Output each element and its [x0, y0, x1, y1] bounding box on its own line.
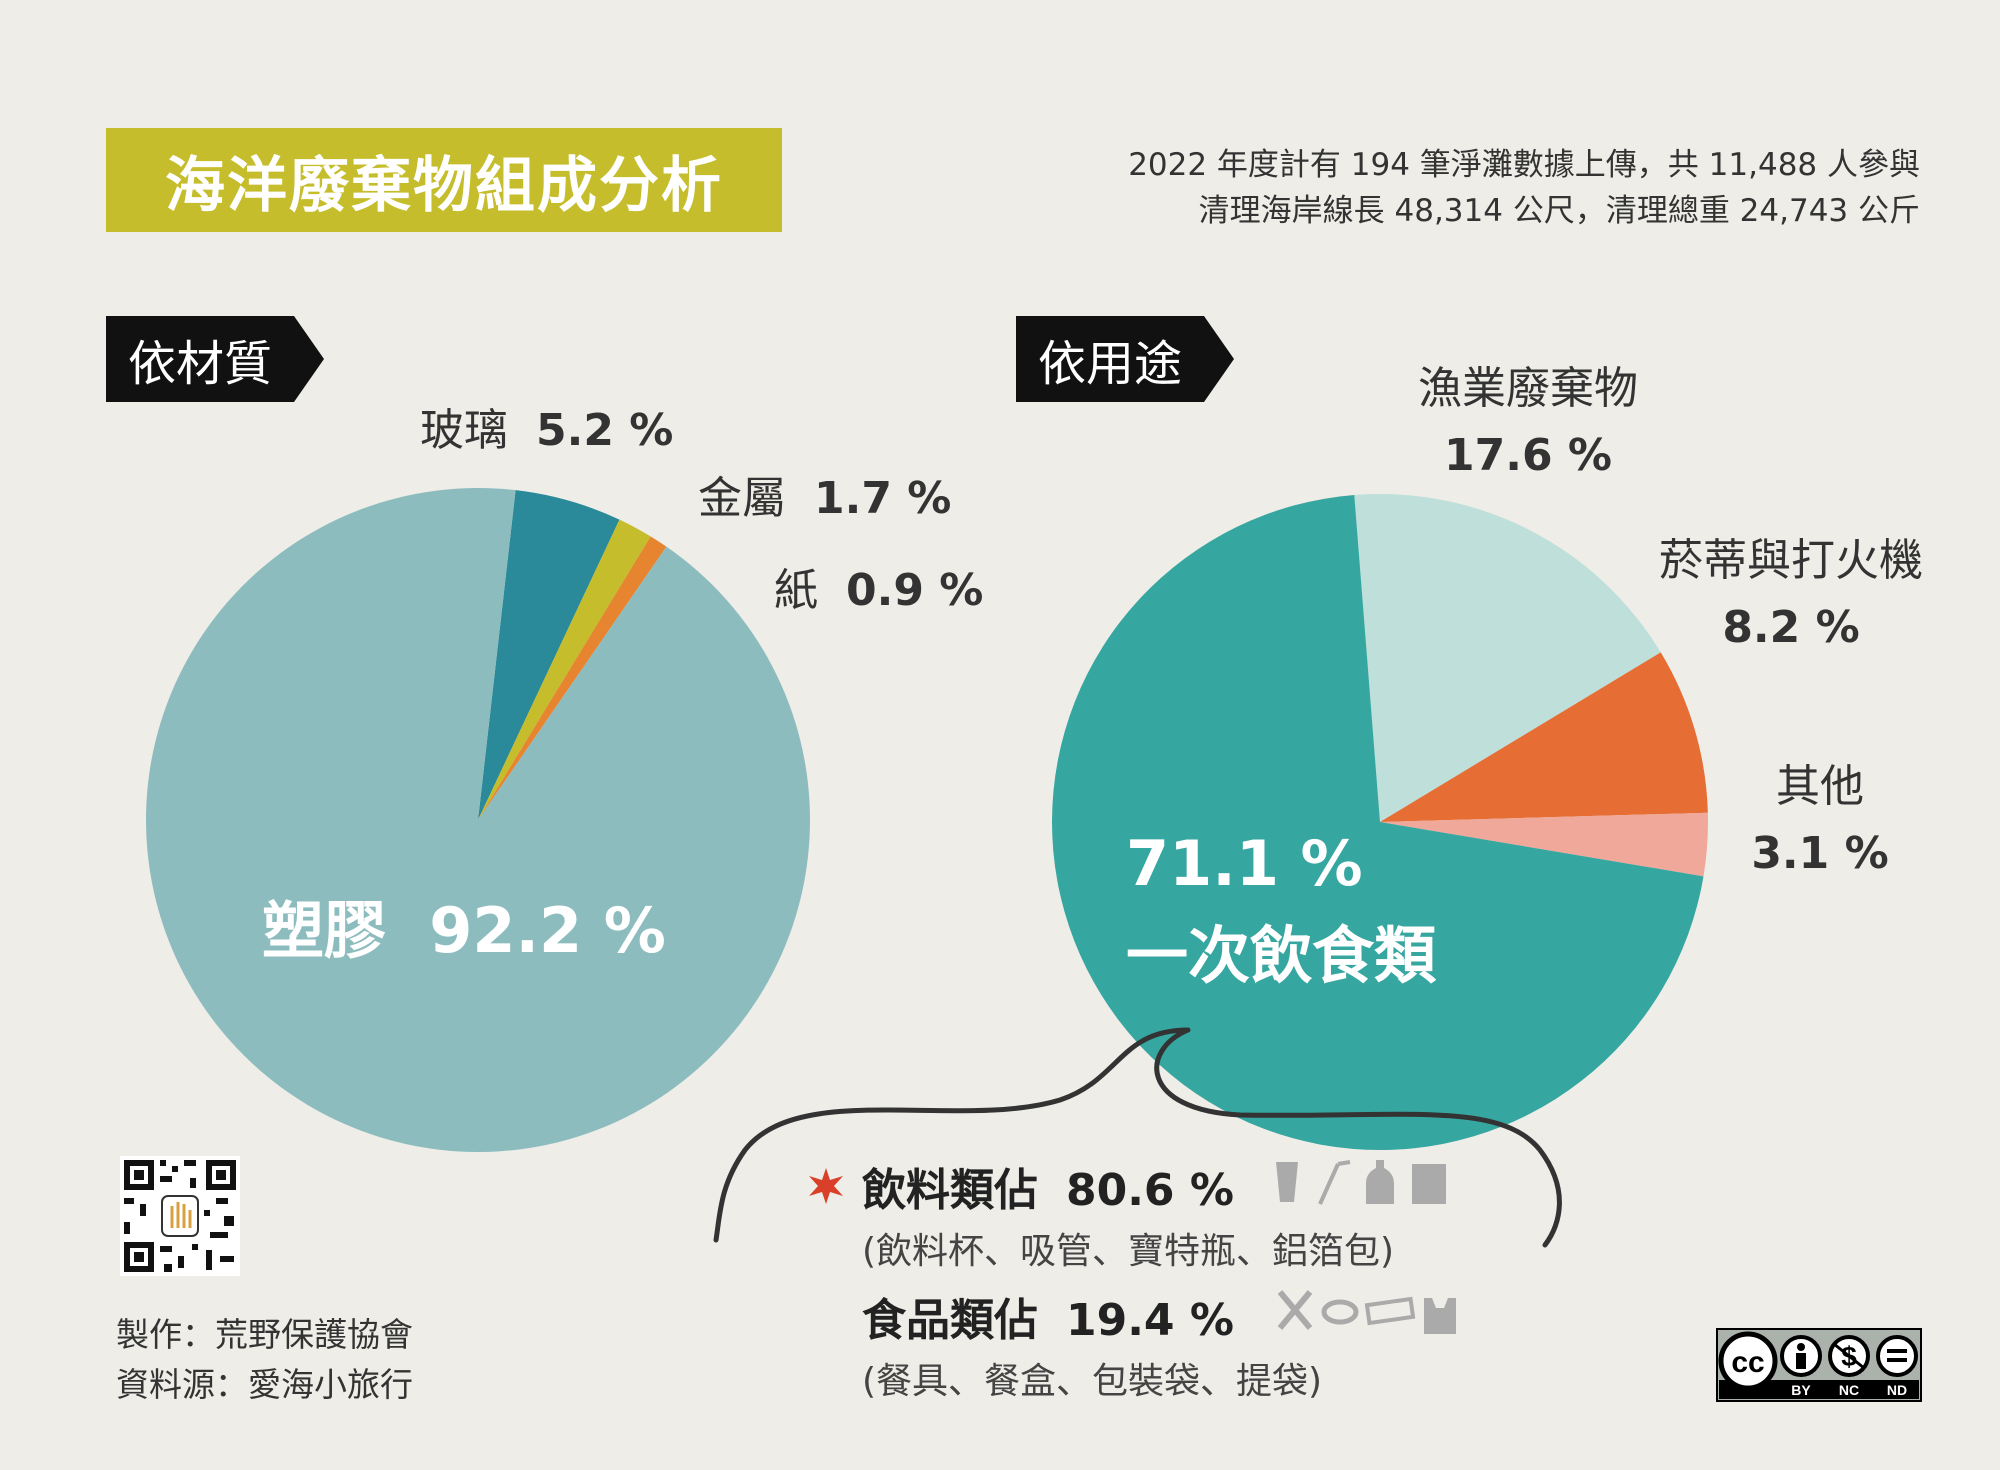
food-icons	[1277, 1290, 1456, 1334]
wrapper-icon	[1364, 1296, 1416, 1326]
label-cigarette-value: 8.2 %	[1722, 602, 1860, 653]
cc-license-badge[interactable]: cc $ BY NC ND	[1716, 1328, 1922, 1402]
summary-text: 2022 年度計有 194 筆淨灘數據上傳，共 11,488 人參與 清理海岸線…	[1128, 142, 1920, 234]
bottle-icon	[1366, 1160, 1394, 1204]
material-slice-1	[478, 490, 620, 820]
material-slice-2	[478, 519, 651, 820]
usage-slice-1	[1354, 493, 1661, 822]
label-other-name: 其他	[1776, 761, 1864, 812]
food-label: 食品類佔	[862, 1295, 1038, 1346]
usage-slice-2	[1380, 652, 1708, 822]
svg-text:cc: cc	[1731, 1346, 1764, 1379]
food-value: 19.4 %	[1065, 1295, 1234, 1346]
label-single-use-value: 71.1 %	[1126, 827, 1363, 900]
label-plastic: 塑膠 92.2 %	[262, 880, 666, 970]
credit-source: 資料源：愛海小旅行	[116, 1365, 413, 1404]
tag-material-label: 依材質	[106, 316, 295, 402]
label-other: 其他 3.1 %	[1740, 750, 1900, 879]
summary-line-2: 清理海岸線長 48,314 公尺，清理總重 24,743 公斤	[1198, 193, 1920, 229]
drink-label: 飲料類佔	[862, 1165, 1038, 1216]
drink-line: 飲料類佔 80.6 %	[862, 1154, 1234, 1218]
straw-icon	[1318, 1163, 1340, 1205]
svg-text:BY: BY	[1791, 1382, 1811, 1398]
label-paper: 紙 0.9 %	[774, 554, 983, 618]
label-fishery-name: 漁業廢棄物	[1418, 363, 1638, 414]
svg-text:ND: ND	[1887, 1382, 1907, 1398]
tag-arrow	[294, 316, 325, 402]
label-glass-name: 玻璃	[420, 405, 508, 456]
svg-text:NC: NC	[1839, 1382, 1859, 1398]
label-metal-value: 1.7 %	[813, 473, 952, 524]
callout-curve	[713, 1027, 1562, 1248]
label-plastic-name: 塑膠	[262, 894, 387, 967]
label-other-value: 3.1 %	[1751, 828, 1889, 879]
drink-value: 80.6 %	[1065, 1165, 1234, 1216]
qr-code[interactable]	[120, 1156, 240, 1276]
material-slice-3	[478, 536, 667, 820]
label-plastic-value: 92.2 %	[429, 894, 666, 967]
title-banner: 海洋廢棄物組成分析	[106, 128, 782, 232]
label-single-use-name: 一次飲食類	[1126, 919, 1437, 992]
utensils-icon	[1277, 1290, 1313, 1330]
tag-usage: 依用途	[1016, 316, 1235, 402]
food-line: 食品類佔 19.4 %	[862, 1284, 1234, 1348]
label-glass: 玻璃 5.2 %	[420, 394, 673, 458]
label-paper-value: 0.9 %	[845, 565, 984, 616]
food-box-icon	[1321, 1299, 1359, 1325]
label-fishery-value: 17.6 %	[1444, 430, 1612, 481]
drink-items: (飲料杯、吸管、寶特瓶、鋁箔包)	[862, 1231, 1395, 1272]
label-paper-name: 紙	[774, 565, 818, 616]
cc-icon	[1718, 1331, 1778, 1391]
tag-usage-label: 依用途	[1016, 316, 1205, 402]
food-items: (餐具、餐盒、包裝袋、提袋)	[862, 1361, 1323, 1402]
nd-icon	[1876, 1335, 1918, 1377]
cup-icon	[1276, 1162, 1298, 1202]
page-title: 海洋廢棄物組成分析	[165, 150, 723, 221]
tag-material: 依材質	[106, 316, 325, 402]
hand-icon	[161, 1195, 199, 1237]
usage-slice-3	[1380, 812, 1708, 877]
label-cigarette-name: 菸蒂與打火機	[1659, 535, 1923, 586]
label-cigarette: 菸蒂與打火機 8.2 %	[1636, 524, 1946, 653]
tag-arrow	[1204, 316, 1235, 402]
label-single-use: 71.1 % 一次飲食類	[1126, 818, 1436, 1002]
pie-usage	[1051, 493, 1708, 1150]
drink-icons	[1276, 1160, 1446, 1205]
usage-slice-0	[1051, 495, 1704, 1150]
material-slice-0	[145, 488, 810, 1152]
label-metal-name: 金屬	[698, 473, 786, 524]
label-glass-value: 5.2 %	[535, 405, 674, 456]
label-metal: 金屬 1.7 %	[698, 462, 951, 526]
credit-maker: 製作：荒野保護協會	[116, 1315, 413, 1354]
summary-line-1: 2022 年度計有 194 筆淨灘數據上傳，共 11,488 人參與	[1128, 147, 1920, 183]
star-icon	[809, 1168, 843, 1204]
carton-icon	[1412, 1164, 1446, 1204]
label-fishery: 漁業廢棄物 17.6 %	[1398, 352, 1658, 481]
credits: 製作：荒野保護協會 資料源：愛海小旅行	[116, 1310, 413, 1410]
pie-material	[145, 488, 810, 1152]
bag-icon	[1424, 1298, 1456, 1334]
